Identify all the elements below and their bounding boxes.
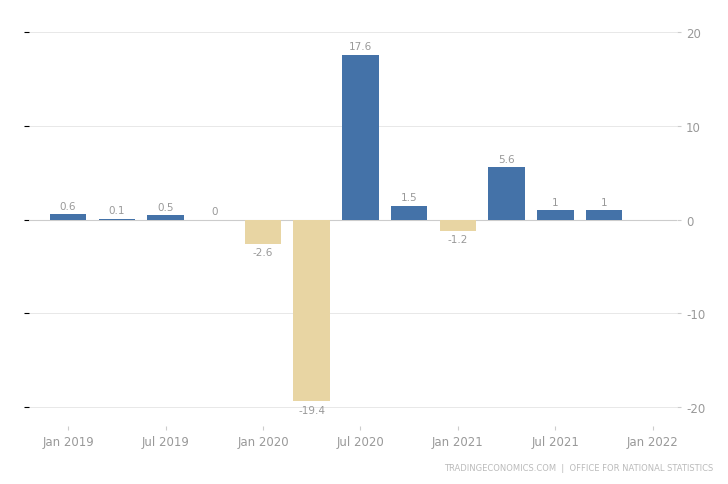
Bar (293, 220, 330, 402)
Text: 0.1: 0.1 (108, 206, 125, 216)
Bar (98, 219, 135, 220)
Bar (440, 220, 476, 231)
Bar (342, 56, 379, 220)
Text: -2.6: -2.6 (253, 248, 273, 258)
Text: 1: 1 (601, 197, 607, 208)
Text: TRADINGECONOMICS.COM  |  OFFICE FOR NATIONAL STATISTICS: TRADINGECONOMICS.COM | OFFICE FOR NATION… (444, 463, 713, 472)
Bar (488, 168, 525, 220)
Text: -19.4: -19.4 (298, 405, 325, 415)
Text: -1.2: -1.2 (448, 235, 468, 245)
Text: 1.5: 1.5 (401, 193, 417, 203)
Bar (586, 211, 622, 220)
Bar (50, 214, 87, 220)
Bar (245, 220, 281, 244)
Text: 0.5: 0.5 (157, 202, 174, 212)
Text: 1: 1 (552, 197, 558, 208)
Text: 17.6: 17.6 (349, 43, 372, 52)
Text: 0.6: 0.6 (60, 201, 76, 212)
Bar (391, 206, 427, 220)
Bar (537, 211, 574, 220)
Bar (147, 215, 183, 220)
Text: 5.6: 5.6 (498, 154, 515, 165)
Text: 0: 0 (211, 207, 218, 217)
